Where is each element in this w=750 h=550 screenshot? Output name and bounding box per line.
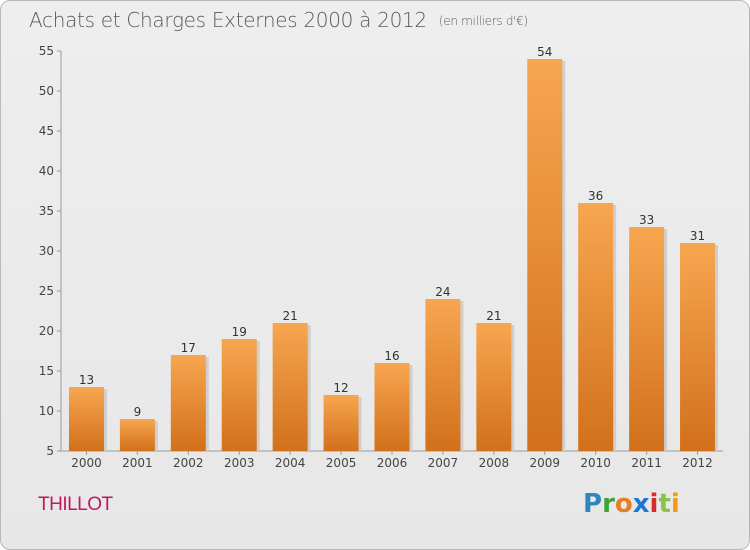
bar: [374, 363, 410, 451]
logo-letter: o: [614, 489, 633, 519]
data-label: 21: [283, 309, 298, 323]
y-tick-label: 40: [39, 164, 54, 178]
bar: [578, 203, 614, 451]
x-tick-label: 2008: [479, 456, 510, 470]
data-label: 13: [79, 373, 94, 387]
x-tick-label: 2007: [428, 456, 459, 470]
y-tick-label: 35: [39, 204, 54, 218]
data-label: 9: [134, 405, 142, 419]
bar: [323, 395, 359, 451]
x-tick-label: 2000: [71, 456, 102, 470]
x-tick-label: 2009: [529, 456, 560, 470]
x-tick-label: 2012: [682, 456, 713, 470]
bar: [476, 323, 512, 451]
bar: [170, 355, 206, 451]
logo-letter: P: [583, 489, 603, 519]
x-tick-label: 2003: [224, 456, 255, 470]
x-tick-label: 2004: [275, 456, 306, 470]
data-label: 16: [384, 349, 399, 363]
logo-letter: r: [602, 489, 615, 519]
y-tick-label: 15: [39, 364, 54, 378]
bar: [425, 299, 461, 451]
y-tick-label: 50: [39, 84, 54, 98]
proxiti-logo: Proxiti: [583, 489, 680, 519]
logo-letter: t: [658, 489, 671, 519]
x-tick-label: 2002: [173, 456, 204, 470]
x-tick-label: 2005: [326, 456, 357, 470]
logo-letter: x: [632, 489, 650, 519]
x-tick-label: 2001: [122, 456, 153, 470]
chart-title: Achats et Charges Externes 2000 à 2012 (e…: [29, 8, 528, 32]
bar: [527, 59, 563, 451]
bar: [221, 339, 257, 451]
data-label: 31: [690, 229, 705, 243]
data-label: 54: [537, 45, 552, 59]
data-label: 17: [181, 341, 196, 355]
bars-group: [68, 59, 719, 451]
bar: [68, 387, 104, 451]
x-tick-label: 2011: [631, 456, 662, 470]
y-tick-label: 5: [46, 444, 54, 458]
chart-title-text: Achats et Charges Externes 2000 à 2012: [29, 8, 427, 32]
data-label: 21: [486, 309, 501, 323]
logo-letter: i: [649, 489, 659, 519]
chart-subtitle: (en milliers d'€): [438, 14, 528, 28]
y-tick-label: 20: [39, 324, 54, 338]
data-label: 33: [639, 213, 654, 227]
bar: [272, 323, 308, 451]
logo-letter: i: [670, 489, 680, 519]
y-tick-label: 55: [39, 44, 54, 58]
y-tick-label: 45: [39, 124, 54, 138]
data-label: 24: [435, 285, 450, 299]
place-name: THILLOT: [38, 494, 113, 515]
bar: [680, 243, 716, 451]
y-tick-label: 30: [39, 244, 54, 258]
y-tick-label: 10: [39, 404, 54, 418]
x-tick-label: 2010: [580, 456, 611, 470]
bar: [629, 227, 665, 451]
bar: [119, 419, 155, 451]
data-label: 19: [232, 325, 247, 339]
labels-group: 13 2000 9 2001 17 2002 19 2003 21 2004 12 2005 16 200…: [71, 45, 713, 470]
data-label: 12: [333, 381, 348, 395]
data-label: 36: [588, 189, 603, 203]
y-tick-label: 25: [39, 284, 54, 298]
x-tick-label: 2006: [377, 456, 408, 470]
